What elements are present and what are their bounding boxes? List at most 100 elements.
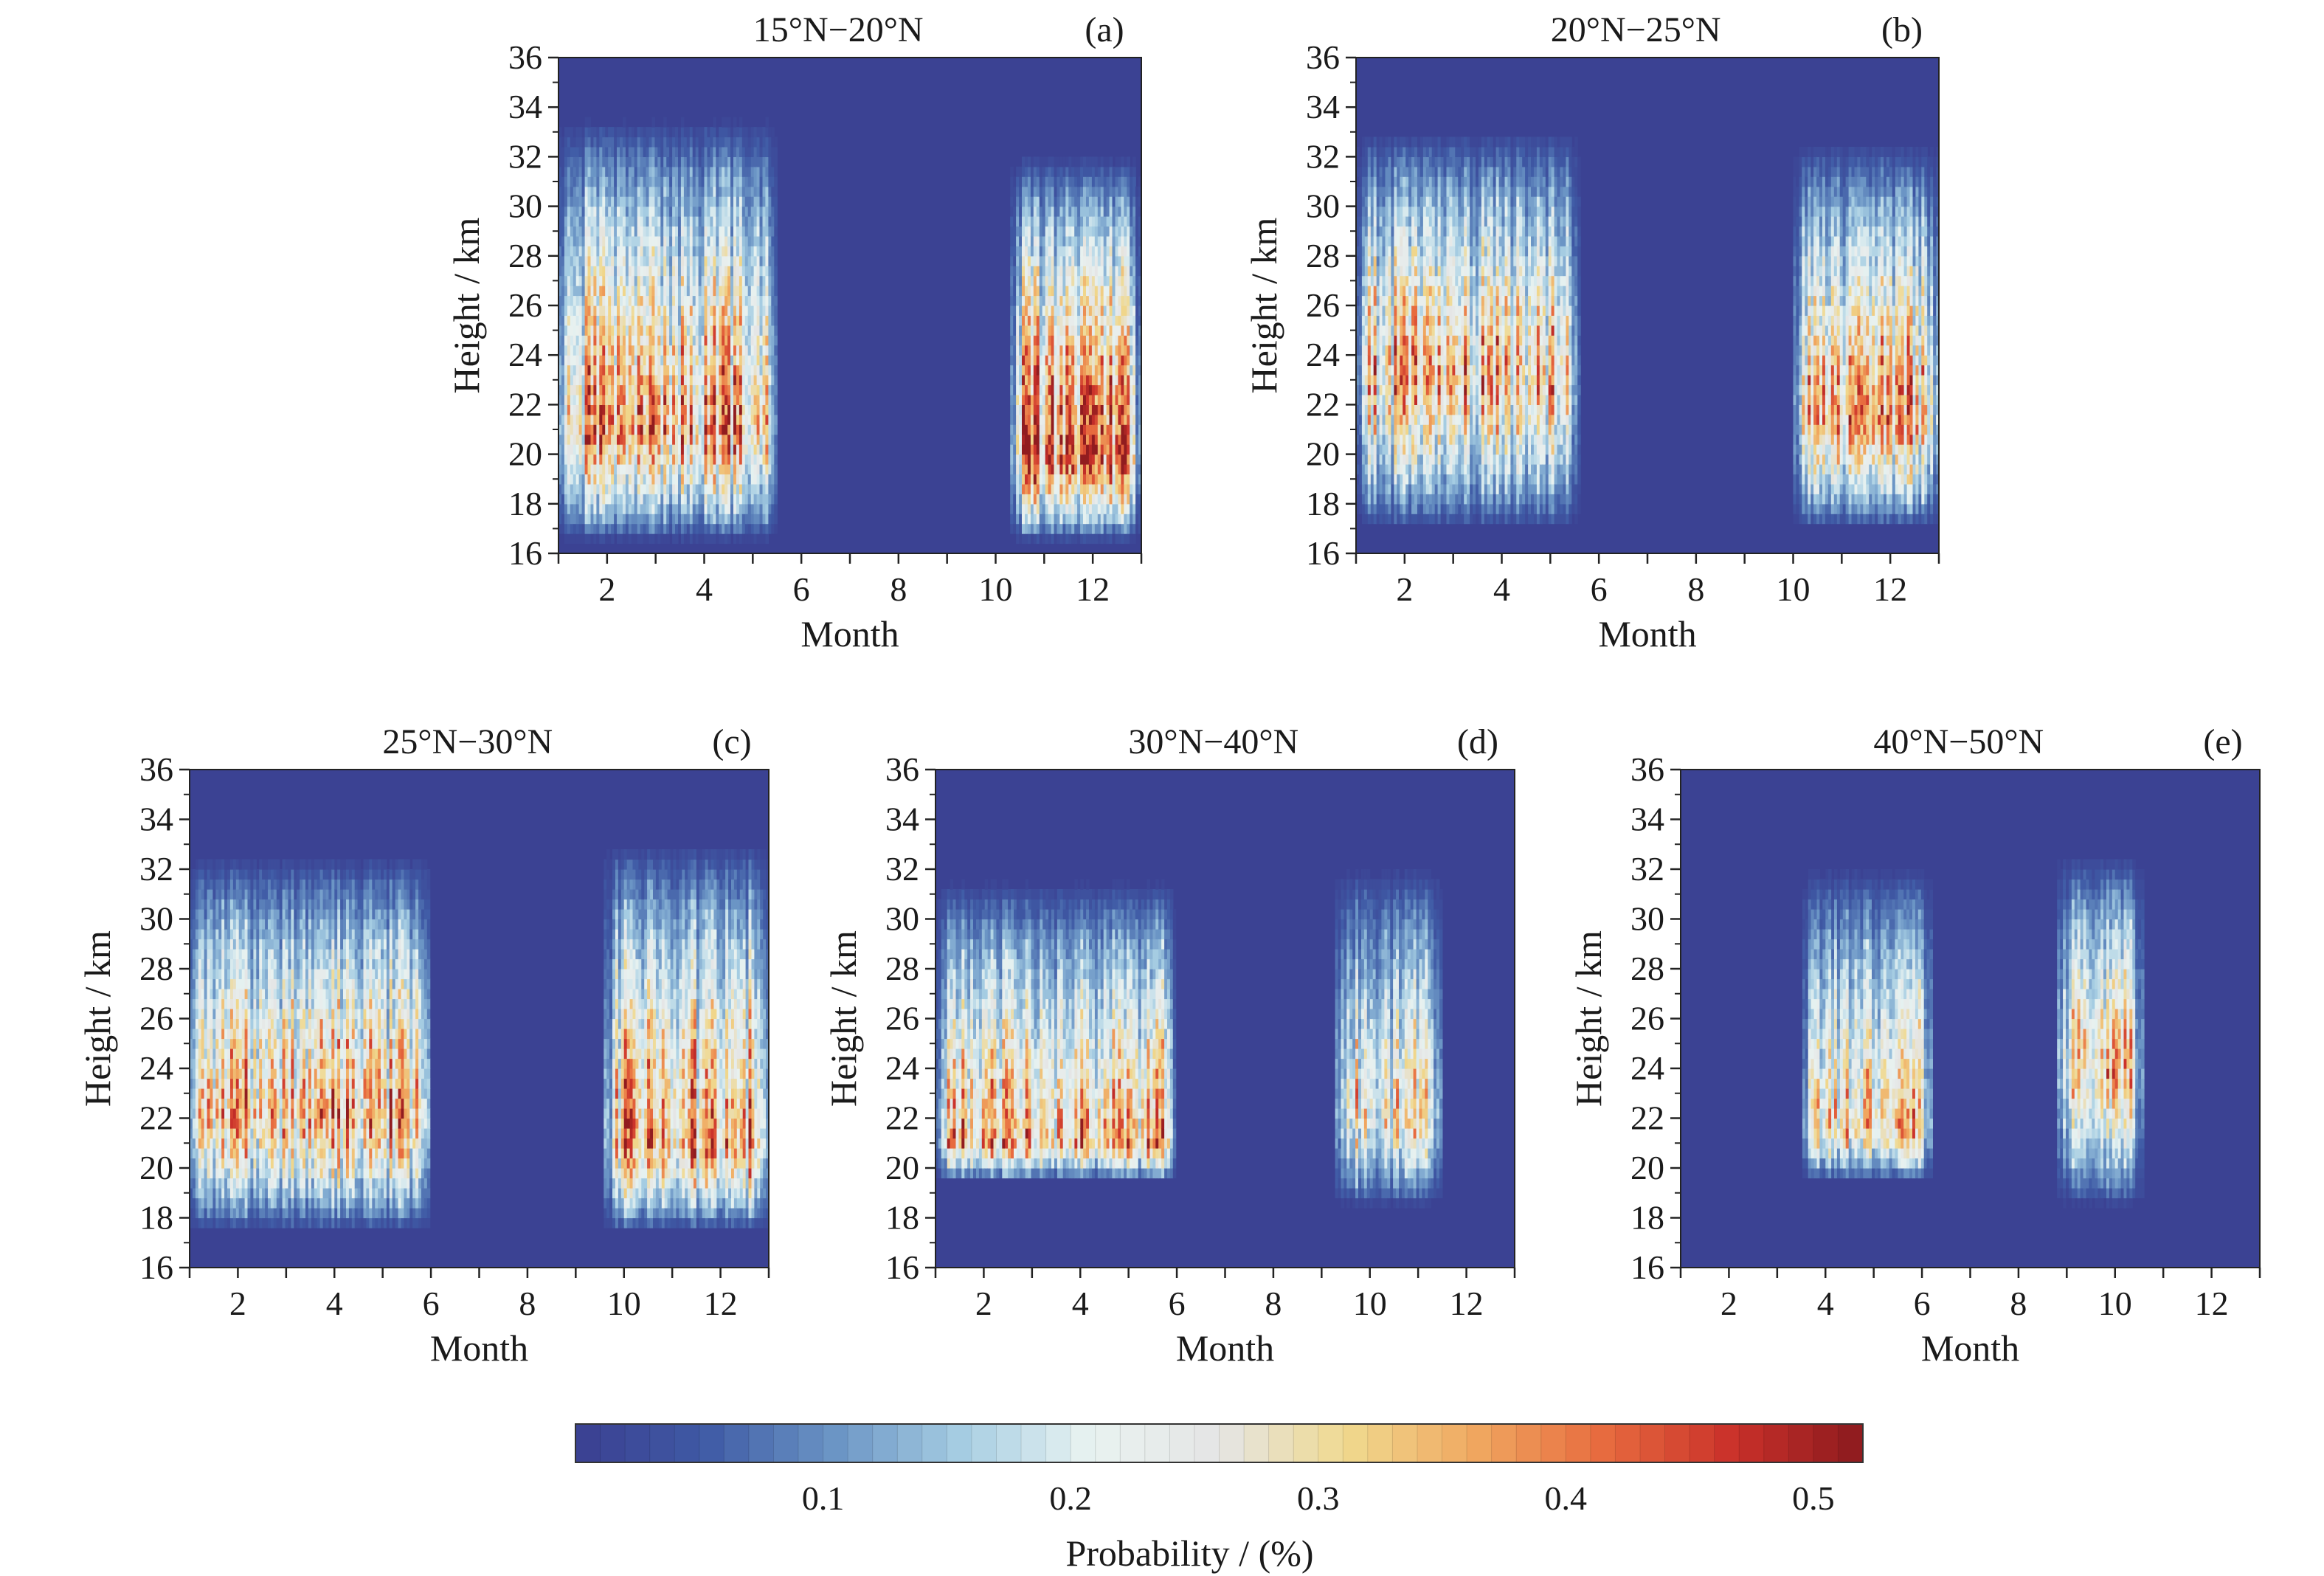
- heatmap-cell: [1039, 156, 1043, 167]
- heatmap-cell: [692, 127, 696, 138]
- heatmap-cell: [628, 345, 632, 356]
- heatmap-cell: [602, 444, 606, 455]
- heatmap-cell: [1100, 305, 1104, 316]
- heatmap-cell: [1100, 494, 1104, 505]
- heatmap-cell: [1115, 474, 1119, 485]
- heatmap-cell: [660, 266, 664, 277]
- heatmap-cell: [739, 255, 743, 266]
- heatmap-cell: [578, 523, 583, 534]
- heatmap-cell: [1356, 384, 1360, 395]
- heatmap-cell: [578, 434, 583, 445]
- heatmap-cell: [678, 503, 682, 514]
- heatmap-cell: [611, 176, 615, 187]
- heatmap-cell: [692, 384, 696, 395]
- heatmap-cell: [736, 255, 740, 266]
- heatmap-cell: [686, 176, 691, 187]
- heatmap-cell: [692, 235, 696, 246]
- heatmap-cell: [1086, 226, 1090, 237]
- heatmap-cell: [759, 216, 763, 227]
- heatmap-cell: [1121, 255, 1124, 266]
- heatmap-cell: [584, 345, 589, 356]
- heatmap-cell: [771, 444, 775, 455]
- heatmap-cell: [771, 364, 775, 376]
- heatmap-cell: [1039, 266, 1043, 277]
- heatmap-cell: [1106, 266, 1110, 277]
- heatmap-cell: [1121, 395, 1124, 405]
- heatmap-cell: [1074, 266, 1078, 277]
- heatmap-cell: [1083, 464, 1087, 474]
- heatmap-cell: [701, 364, 705, 376]
- heatmap-cell: [620, 523, 623, 534]
- heatmap-cell: [1019, 176, 1023, 187]
- heatmap-cell: [1100, 275, 1104, 286]
- heatmap-cell: [593, 454, 597, 465]
- heatmap-cell: [1030, 533, 1034, 545]
- heatmap-cell: [698, 286, 702, 297]
- heatmap-cell: [611, 414, 615, 425]
- heatmap-cell: [701, 384, 705, 395]
- heatmap-cell: [1106, 186, 1110, 197]
- heatmap-cell: [1019, 246, 1023, 257]
- heatmap-cell: [1065, 355, 1069, 366]
- heatmap-cell: [611, 483, 615, 494]
- heatmap-cell: [1027, 503, 1031, 514]
- heatmap-cell: [701, 246, 705, 257]
- heatmap-cell: [558, 295, 562, 306]
- heatmap-cell: [628, 156, 632, 167]
- heatmap-cell: [1068, 494, 1072, 505]
- heatmap-cell: [1016, 404, 1020, 415]
- heatmap-cell: [701, 404, 705, 415]
- heatmap-cell: [1062, 454, 1066, 465]
- heatmap-cell: [666, 345, 670, 356]
- heatmap-cell: [1356, 275, 1360, 286]
- heatmap-cell: [672, 226, 676, 237]
- heatmap-cell: [707, 136, 710, 148]
- heatmap-cell: [590, 395, 595, 405]
- heatmap-cell: [564, 444, 568, 455]
- heatmap-cell: [1109, 315, 1113, 326]
- heatmap-cell: [584, 206, 589, 217]
- heatmap-cell: [753, 483, 758, 494]
- heatmap-cell: [617, 286, 620, 297]
- heatmap-cell: [640, 395, 644, 405]
- heatmap-cell: [1062, 305, 1066, 316]
- heatmap-cell: [765, 235, 769, 246]
- heatmap-cell: [1359, 474, 1363, 485]
- heatmap-cell: [768, 404, 772, 415]
- heatmap-cell: [1033, 315, 1037, 326]
- heatmap-cell: [622, 176, 626, 187]
- heatmap-cell: [707, 345, 710, 356]
- heatmap-cell: [654, 266, 658, 277]
- heatmap-cell: [628, 355, 632, 366]
- heatmap-cell: [719, 434, 722, 445]
- heatmap-cell: [561, 503, 565, 514]
- heatmap-cell: [683, 384, 688, 395]
- heatmap-cell: [651, 395, 655, 405]
- heatmap-cell: [678, 275, 682, 286]
- heatmap-cell: [1091, 255, 1096, 266]
- heatmap-cell: [584, 156, 589, 167]
- heatmap-cell: [1039, 474, 1043, 485]
- heatmap-cell: [675, 424, 679, 435]
- heatmap-cell: [1091, 275, 1096, 286]
- heatmap-cell: [736, 266, 740, 277]
- heatmap-cell: [1074, 235, 1078, 246]
- heatmap-cell: [608, 136, 612, 148]
- heatmap-cell: [564, 136, 568, 148]
- heatmap-cell: [1094, 235, 1099, 246]
- heatmap-cell: [1103, 235, 1107, 246]
- heatmap-cell: [1077, 305, 1081, 316]
- heatmap-cell: [558, 246, 562, 257]
- heatmap-cell: [558, 196, 562, 207]
- heatmap-cell: [663, 464, 667, 474]
- heatmap-cell: [1025, 483, 1028, 494]
- heatmap-cell: [663, 494, 667, 505]
- heatmap-cell: [1048, 216, 1052, 227]
- heatmap-cell: [581, 216, 586, 227]
- heatmap-cell: [587, 246, 592, 257]
- heatmap-cell: [1132, 266, 1136, 277]
- heatmap-cell: [1135, 384, 1139, 395]
- heatmap-cell: [707, 286, 710, 297]
- heatmap-cell: [771, 196, 775, 207]
- heatmap-cell: [1088, 315, 1093, 326]
